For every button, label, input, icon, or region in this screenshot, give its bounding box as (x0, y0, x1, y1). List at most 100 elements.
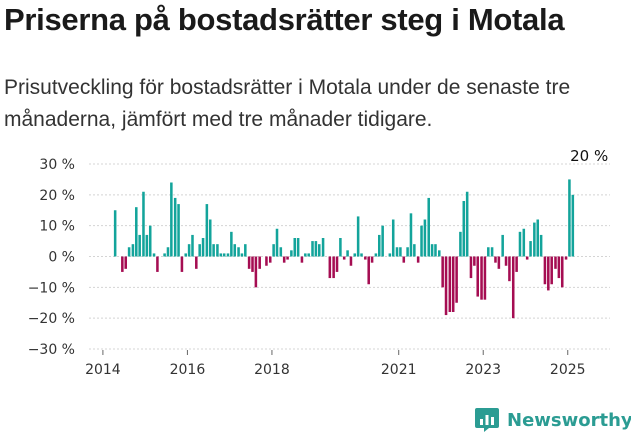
bar (173, 197, 177, 257)
newsworthy-logo: Newsworthy (474, 407, 631, 433)
bar (465, 191, 469, 257)
bar (339, 238, 342, 257)
bar (430, 244, 434, 257)
x-tick-label: 2018 (254, 362, 290, 378)
bar (311, 241, 314, 257)
bar (476, 256, 479, 297)
bar (480, 256, 483, 300)
bar (296, 238, 300, 257)
gridlines (89, 163, 610, 350)
bar (184, 253, 187, 257)
bar (145, 234, 149, 257)
bar (490, 247, 494, 257)
bar (494, 256, 497, 263)
bar (571, 194, 575, 257)
bar (258, 256, 261, 269)
bar (529, 241, 532, 257)
bar (195, 256, 198, 269)
bar (370, 256, 374, 263)
y-tick-label: 10 % (39, 219, 75, 235)
y-tick-label: 20 % (39, 188, 75, 204)
bar (131, 244, 135, 257)
bar (282, 256, 286, 263)
bar (515, 256, 518, 272)
bar (286, 256, 289, 260)
last-value-annotation: 20 % (570, 147, 608, 165)
bar (148, 225, 152, 257)
bar (533, 222, 536, 257)
x-tick-label: 2023 (465, 362, 501, 378)
bar (321, 238, 325, 257)
bar (279, 247, 283, 257)
bar (525, 256, 529, 260)
bar (275, 228, 279, 257)
bar (395, 247, 399, 257)
bar (539, 234, 543, 257)
bar (142, 191, 145, 257)
bar (121, 256, 124, 272)
bar (187, 244, 191, 257)
bar (177, 204, 180, 257)
bar (346, 250, 349, 257)
bar (201, 238, 205, 257)
bar (399, 247, 402, 257)
y-tick-label: 0 % (48, 250, 75, 266)
bar (504, 256, 508, 266)
bar (568, 179, 571, 257)
bar (318, 244, 321, 257)
bar (560, 256, 564, 288)
bar (367, 256, 370, 285)
bar (328, 256, 332, 279)
bar (265, 256, 268, 266)
bar (547, 256, 550, 291)
bar (240, 253, 244, 257)
bar (290, 250, 293, 257)
bar (438, 250, 441, 257)
bar (406, 247, 409, 257)
chart-subtitle: Prisutveckling för bostadsrätter i Motal… (4, 76, 571, 131)
bar (536, 219, 540, 257)
bar (349, 256, 353, 266)
bar (170, 182, 173, 257)
bar (230, 231, 233, 257)
bar (304, 253, 307, 257)
bar (469, 256, 473, 279)
bar (378, 234, 381, 257)
bar (483, 256, 487, 300)
bar (402, 256, 406, 263)
bar (508, 256, 511, 282)
bar (416, 256, 420, 263)
bar (247, 256, 251, 269)
bar (342, 256, 346, 260)
bar (254, 256, 258, 288)
bar (448, 256, 452, 312)
bar (413, 244, 416, 257)
bar (216, 244, 219, 257)
chart-title: Priserna på bostadsrätter steg i Motala (4, 2, 565, 37)
bar (374, 253, 378, 257)
bar (423, 219, 427, 257)
bar (391, 219, 395, 257)
bar (497, 256, 501, 269)
bar (198, 244, 201, 257)
bar (113, 210, 117, 257)
bar (557, 256, 561, 279)
brand-name: Newsworthy (507, 409, 631, 431)
bar (511, 256, 515, 319)
bar (409, 213, 413, 257)
bar (451, 256, 455, 312)
bar (268, 256, 272, 263)
bar (353, 253, 357, 257)
bar (307, 253, 310, 257)
bar (251, 256, 254, 272)
bar (233, 244, 237, 257)
bar (135, 207, 138, 257)
bar (434, 244, 437, 257)
bar (205, 204, 209, 257)
bar (156, 256, 159, 272)
bar (244, 244, 247, 257)
axes: 30 % 20 % 10 % 0 % −10 % −20 % −30 % 2014 2016 20… (28, 147, 609, 378)
bar (427, 197, 430, 257)
bar (459, 231, 462, 257)
bar (335, 256, 339, 272)
